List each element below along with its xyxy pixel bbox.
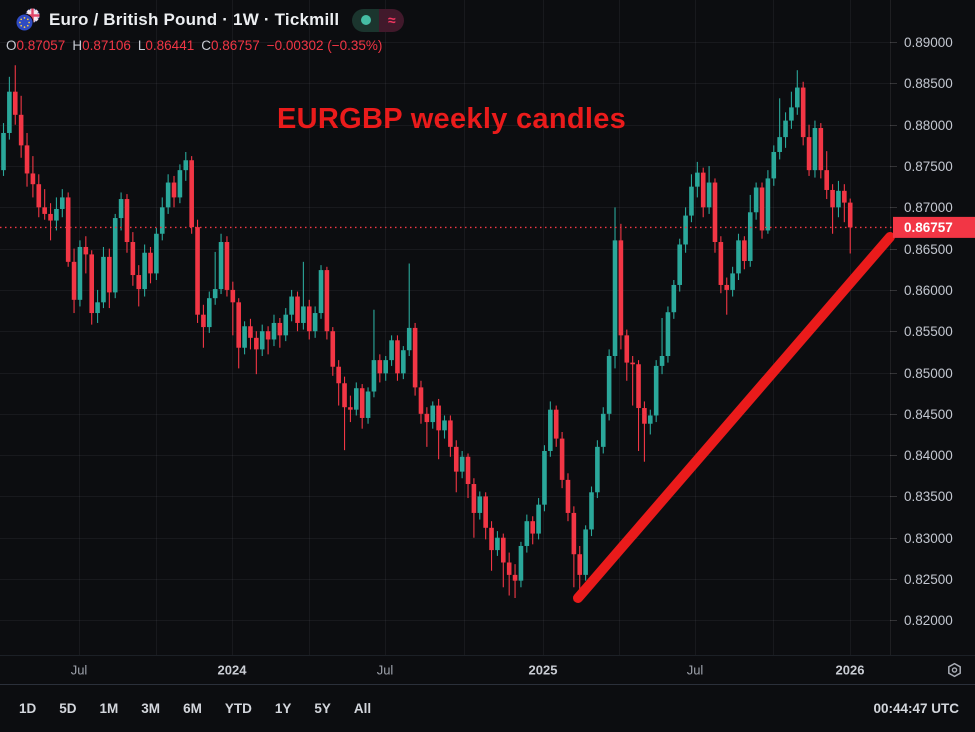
high-value: 0.87106 [82,38,131,53]
svg-text:0.85000: 0.85000 [904,366,953,381]
price-axis[interactable]: 0.89000 0.88500 0.88000 0.87500 0.87000 0.865… [890,0,953,655]
svg-text:0.89000: 0.89000 [904,35,953,50]
chart-header: Euro / British Pound · 1W · Tickmill ≈ [14,6,405,34]
time-label-jul: Jul [686,662,704,678]
svg-text:0.83500: 0.83500 [904,489,953,504]
range-button-5y[interactable]: 5Y [311,699,334,718]
low-label: L [137,38,146,53]
svg-text:0.85500: 0.85500 [904,324,953,339]
time-label-2025: 2025 [528,662,558,678]
svg-text:0.84000: 0.84000 [904,448,953,463]
low-value: 0.86441 [145,38,195,53]
svg-text:0.82000: 0.82000 [904,613,953,628]
svg-text:0.86500: 0.86500 [904,242,953,257]
symbol-title[interactable]: Euro / British Pound · 1W · Tickmill [49,10,340,29]
svg-text:0.83000: 0.83000 [904,531,953,546]
high-label: H [72,38,83,53]
svg-text:0.88500: 0.88500 [904,76,953,91]
svg-text:0.86757: 0.86757 [904,220,953,235]
range-button-ytd[interactable]: YTD [222,699,255,718]
open-value: 0.87057 [16,38,66,53]
time-label-jul: Jul [70,662,88,678]
svg-text:0.88000: 0.88000 [904,118,953,133]
grid-lines [0,0,890,655]
timezone-settings-icon[interactable] [946,662,963,679]
eu-flag-icon [16,14,33,31]
close-label: C [201,38,211,53]
svg-text:0.84500: 0.84500 [904,407,953,422]
range-button-5d[interactable]: 5D [56,699,79,718]
market-open-segment [352,8,380,32]
symbol-flag-icon[interactable] [14,6,42,34]
svg-text:0.82500: 0.82500 [904,572,953,587]
annotation-label: EURGBP weekly candles [277,103,627,135]
range-button-1d[interactable]: 1D [16,699,39,718]
svg-text:0.86000: 0.86000 [904,283,953,298]
range-button-all[interactable]: All [351,699,374,718]
range-buttons: 1D 5D 1M 3M 6M YTD 1Y 5Y All [16,699,374,718]
trendline-drawing[interactable] [573,232,895,603]
candles-layer [1,65,853,599]
market-open-dot-icon [360,15,371,25]
time-axis[interactable]: Jul 2024 Jul 2025 Jul 2026 [0,655,975,684]
close-value: 0.86757 [210,38,260,53]
time-label-jul: Jul [376,662,394,678]
time-label-2026: 2026 [835,662,865,678]
svg-text:0.87500: 0.87500 [904,159,953,174]
candlestick-chart[interactable]: 0.89000 0.88500 0.88000 0.87500 0.87000 0.865… [0,0,975,655]
clock-utc[interactable]: 00:44:47 UTC [873,701,959,716]
svg-text:0.87000: 0.87000 [904,200,953,215]
range-button-6m[interactable]: 6M [180,699,205,718]
range-button-1m[interactable]: 1M [97,699,122,718]
time-label-2024: 2024 [217,662,247,678]
ohlc-readout: O0.87057 H0.87106 L0.86441 C0.86757 −0.00302… [6,38,382,53]
change-value: −0.00302 (−0.35%) [266,38,383,53]
range-toolbar: 1D 5D 1M 3M 6M YTD 1Y 5Y All 00:44:47 UTC [0,684,975,732]
last-price-label: 0.86757 [893,216,975,238]
market-status-toggle[interactable]: ≈ [352,8,405,32]
range-button-3m[interactable]: 3M [138,699,163,718]
market-closed-wave-icon: ≈ [379,8,405,32]
open-label: O [6,38,17,53]
range-button-1y[interactable]: 1Y [272,699,295,718]
